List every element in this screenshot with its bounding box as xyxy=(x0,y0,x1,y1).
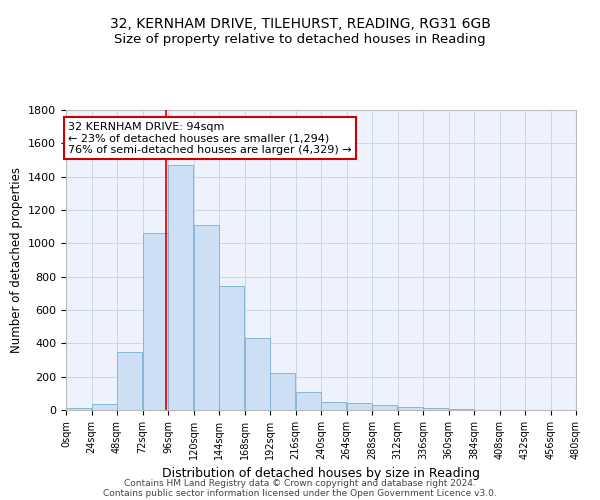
Bar xyxy=(117,352,142,410)
Text: Size of property relative to detached houses in Reading: Size of property relative to detached ho… xyxy=(114,32,486,46)
Bar xyxy=(194,225,219,410)
Bar xyxy=(66,408,91,410)
Text: 32, KERNHAM DRIVE, TILEHURST, READING, RG31 6GB: 32, KERNHAM DRIVE, TILEHURST, READING, R… xyxy=(110,18,490,32)
Bar xyxy=(270,374,295,410)
Bar xyxy=(168,165,193,410)
Bar xyxy=(245,338,270,410)
Bar xyxy=(321,402,346,410)
Text: Contains public sector information licensed under the Open Government Licence v3: Contains public sector information licen… xyxy=(103,488,497,498)
Bar xyxy=(423,408,448,410)
Bar xyxy=(143,234,168,410)
Bar xyxy=(372,405,397,410)
Text: Contains HM Land Registry data © Crown copyright and database right 2024.: Contains HM Land Registry data © Crown c… xyxy=(124,478,476,488)
Bar xyxy=(92,404,117,410)
Bar xyxy=(347,402,372,410)
Bar xyxy=(398,406,423,410)
Bar xyxy=(296,392,321,410)
Bar xyxy=(219,286,244,410)
X-axis label: Distribution of detached houses by size in Reading: Distribution of detached houses by size … xyxy=(162,468,480,480)
Text: 32 KERNHAM DRIVE: 94sqm
← 23% of detached houses are smaller (1,294)
76% of semi: 32 KERNHAM DRIVE: 94sqm ← 23% of detache… xyxy=(68,122,352,155)
Bar xyxy=(449,409,474,410)
Y-axis label: Number of detached properties: Number of detached properties xyxy=(10,167,23,353)
